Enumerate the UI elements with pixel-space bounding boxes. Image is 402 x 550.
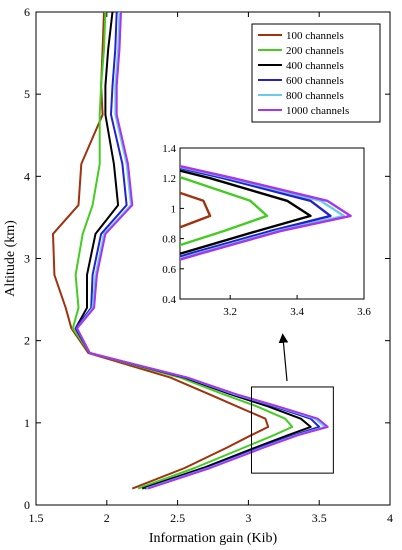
inset-series-line [180, 166, 332, 259]
x-tick-label: 4 [387, 511, 393, 525]
main-series-group [52, 12, 329, 490]
zoom-arrow [278, 333, 289, 382]
inset-x-tick-label: 3.4 [290, 306, 304, 318]
inset-x-tick-label: 3.2 [223, 306, 237, 318]
y-tick-label: 1 [24, 416, 30, 430]
y-tick-label: 3 [24, 252, 30, 266]
inset-y-tick-label: 1.4 [162, 143, 176, 155]
inset-series-line [180, 164, 352, 261]
series-line [71, 12, 294, 490]
legend-label: 1000 channels [286, 105, 349, 117]
legend-label: 600 channels [286, 75, 344, 87]
legend: 100 channels 200 channels 400 channels 600 … [251, 23, 381, 123]
y-axis-label: Altitude (km) [3, 220, 18, 297]
x-tick-label: 2.5 [170, 511, 185, 525]
y-tick-label: 2 [24, 334, 30, 348]
legend-label: 200 channels [286, 45, 344, 57]
legend-label: 100 channels [286, 30, 344, 42]
inset-frame [179, 147, 365, 300]
x-tick-label: 1.5 [29, 511, 44, 525]
y-tick-label: 0 [24, 498, 30, 512]
x-axis-label: Information gain (Kib) [149, 531, 278, 546]
x-tick-label: 3.5 [312, 511, 327, 525]
inset-series-line [180, 176, 269, 247]
y-tick-label: 4 [24, 169, 30, 183]
inset-series-line [180, 169, 312, 255]
legend-label: 400 channels [286, 60, 344, 72]
legend-box [251, 23, 381, 123]
x-tick-label: 3 [245, 511, 251, 525]
inset-series-group [180, 164, 352, 261]
inset-y-tick-label: 0.8 [162, 234, 176, 246]
inset-y-tick-label: 0.6 [162, 264, 176, 276]
inset-y-tick-label: 1 [171, 203, 177, 215]
y-tick-label: 6 [24, 5, 30, 19]
x-tick-label: 2 [104, 511, 110, 525]
inset-y-tick-label: 0.4 [162, 294, 176, 306]
series-line [76, 12, 329, 490]
inset-x-tick-label: 3.6 [357, 306, 371, 318]
zoom-box [250, 386, 334, 474]
inset-plot: 3.2 3.4 3.6 0.4 0.6 0.8 1 1.2 1.4 [162, 143, 371, 318]
legend-label: 800 channels [286, 90, 344, 102]
inset-y-tick-label: 1.2 [162, 173, 176, 185]
y-tick-label: 5 [24, 87, 30, 101]
